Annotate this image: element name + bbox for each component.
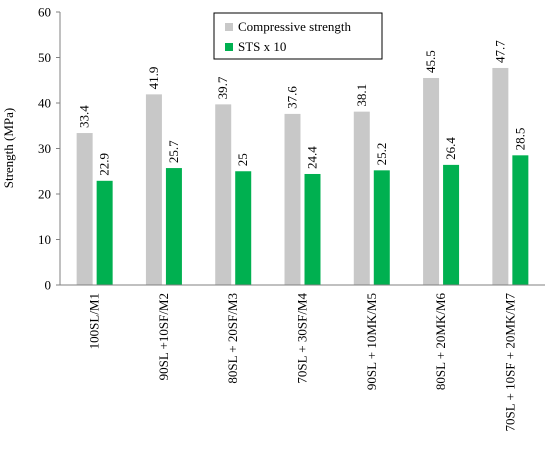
bar-sts — [304, 173, 321, 285]
y-tick-label: 20 — [38, 187, 51, 202]
category-label: 100SL/M1 — [87, 293, 102, 349]
data-label-compressive: 47.7 — [492, 40, 507, 63]
data-label-compressive: 33.4 — [77, 105, 92, 128]
category-labels: 100SL/M1 90SL +10SF/M2 80SL + 20SF/M3 70SL … — [87, 293, 518, 432]
bar-sts — [373, 170, 390, 285]
y-tick-label: 10 — [38, 232, 51, 247]
bar-compressive — [145, 94, 162, 285]
category-label: 90SL +10SF/M2 — [156, 293, 171, 380]
category-label: 70SL + 10SF + 20MK/M7 — [502, 293, 517, 432]
y-tick-label: 0 — [45, 278, 52, 293]
category-label: 70SL + 30SF/M4 — [295, 293, 310, 384]
category-label: 90SL + 10MK/M5 — [364, 293, 379, 390]
y-tick-label: 30 — [38, 141, 51, 156]
data-label-compressive: 38.1 — [354, 84, 369, 107]
y-tick-label: 60 — [38, 5, 51, 20]
bar-sts — [443, 164, 460, 285]
data-label-sts: 25.7 — [166, 140, 181, 163]
data-label-compressive: 41.9 — [146, 67, 161, 90]
y-tick-label: 40 — [38, 96, 51, 111]
data-label-sts: 24.4 — [305, 146, 320, 169]
bar-compressive — [353, 111, 370, 286]
category-label: 80SL + 20SF/M3 — [225, 293, 240, 384]
y-tick-label: 50 — [38, 50, 51, 65]
bar-sts — [96, 180, 113, 285]
legend-swatch-compressive — [225, 23, 233, 31]
legend-label-compressive: Compressive strength — [238, 19, 352, 34]
data-label-compressive: 37.6 — [285, 86, 300, 109]
y-axis-ticks: 0 10 20 30 40 50 60 — [38, 5, 60, 293]
bar-compressive — [492, 67, 509, 285]
data-label-compressive: 45.5 — [423, 50, 438, 73]
data-label-sts: 28.5 — [512, 128, 527, 151]
bar-compressive — [215, 104, 232, 286]
legend-swatch-sts — [225, 43, 233, 51]
bar-sts — [235, 171, 252, 285]
data-label-sts: 25.2 — [374, 143, 389, 166]
bar-sts — [512, 155, 529, 285]
data-label-sts: 26.4 — [443, 137, 458, 160]
bar-compressive — [423, 77, 440, 285]
bar-sts — [165, 168, 182, 285]
data-labels: 33.4 22.9 41.9 25.7 39.7 25 37.6 24.4 38.1 25.2 45… — [77, 40, 528, 176]
bar-compressive — [284, 113, 301, 285]
bar-compressive — [76, 133, 93, 285]
y-axis-label: Strength (MPa) — [1, 108, 16, 189]
data-label-sts: 25 — [235, 153, 250, 166]
legend: Compressive strength STS x 10 — [213, 12, 383, 60]
category-label: 80SL + 20MK/M6 — [433, 293, 448, 391]
data-label-compressive: 39.7 — [215, 76, 230, 99]
bars — [76, 67, 529, 286]
data-label-sts: 22.9 — [97, 153, 112, 176]
legend-box — [213, 12, 383, 60]
legend-label-sts: STS x 10 — [238, 39, 286, 54]
